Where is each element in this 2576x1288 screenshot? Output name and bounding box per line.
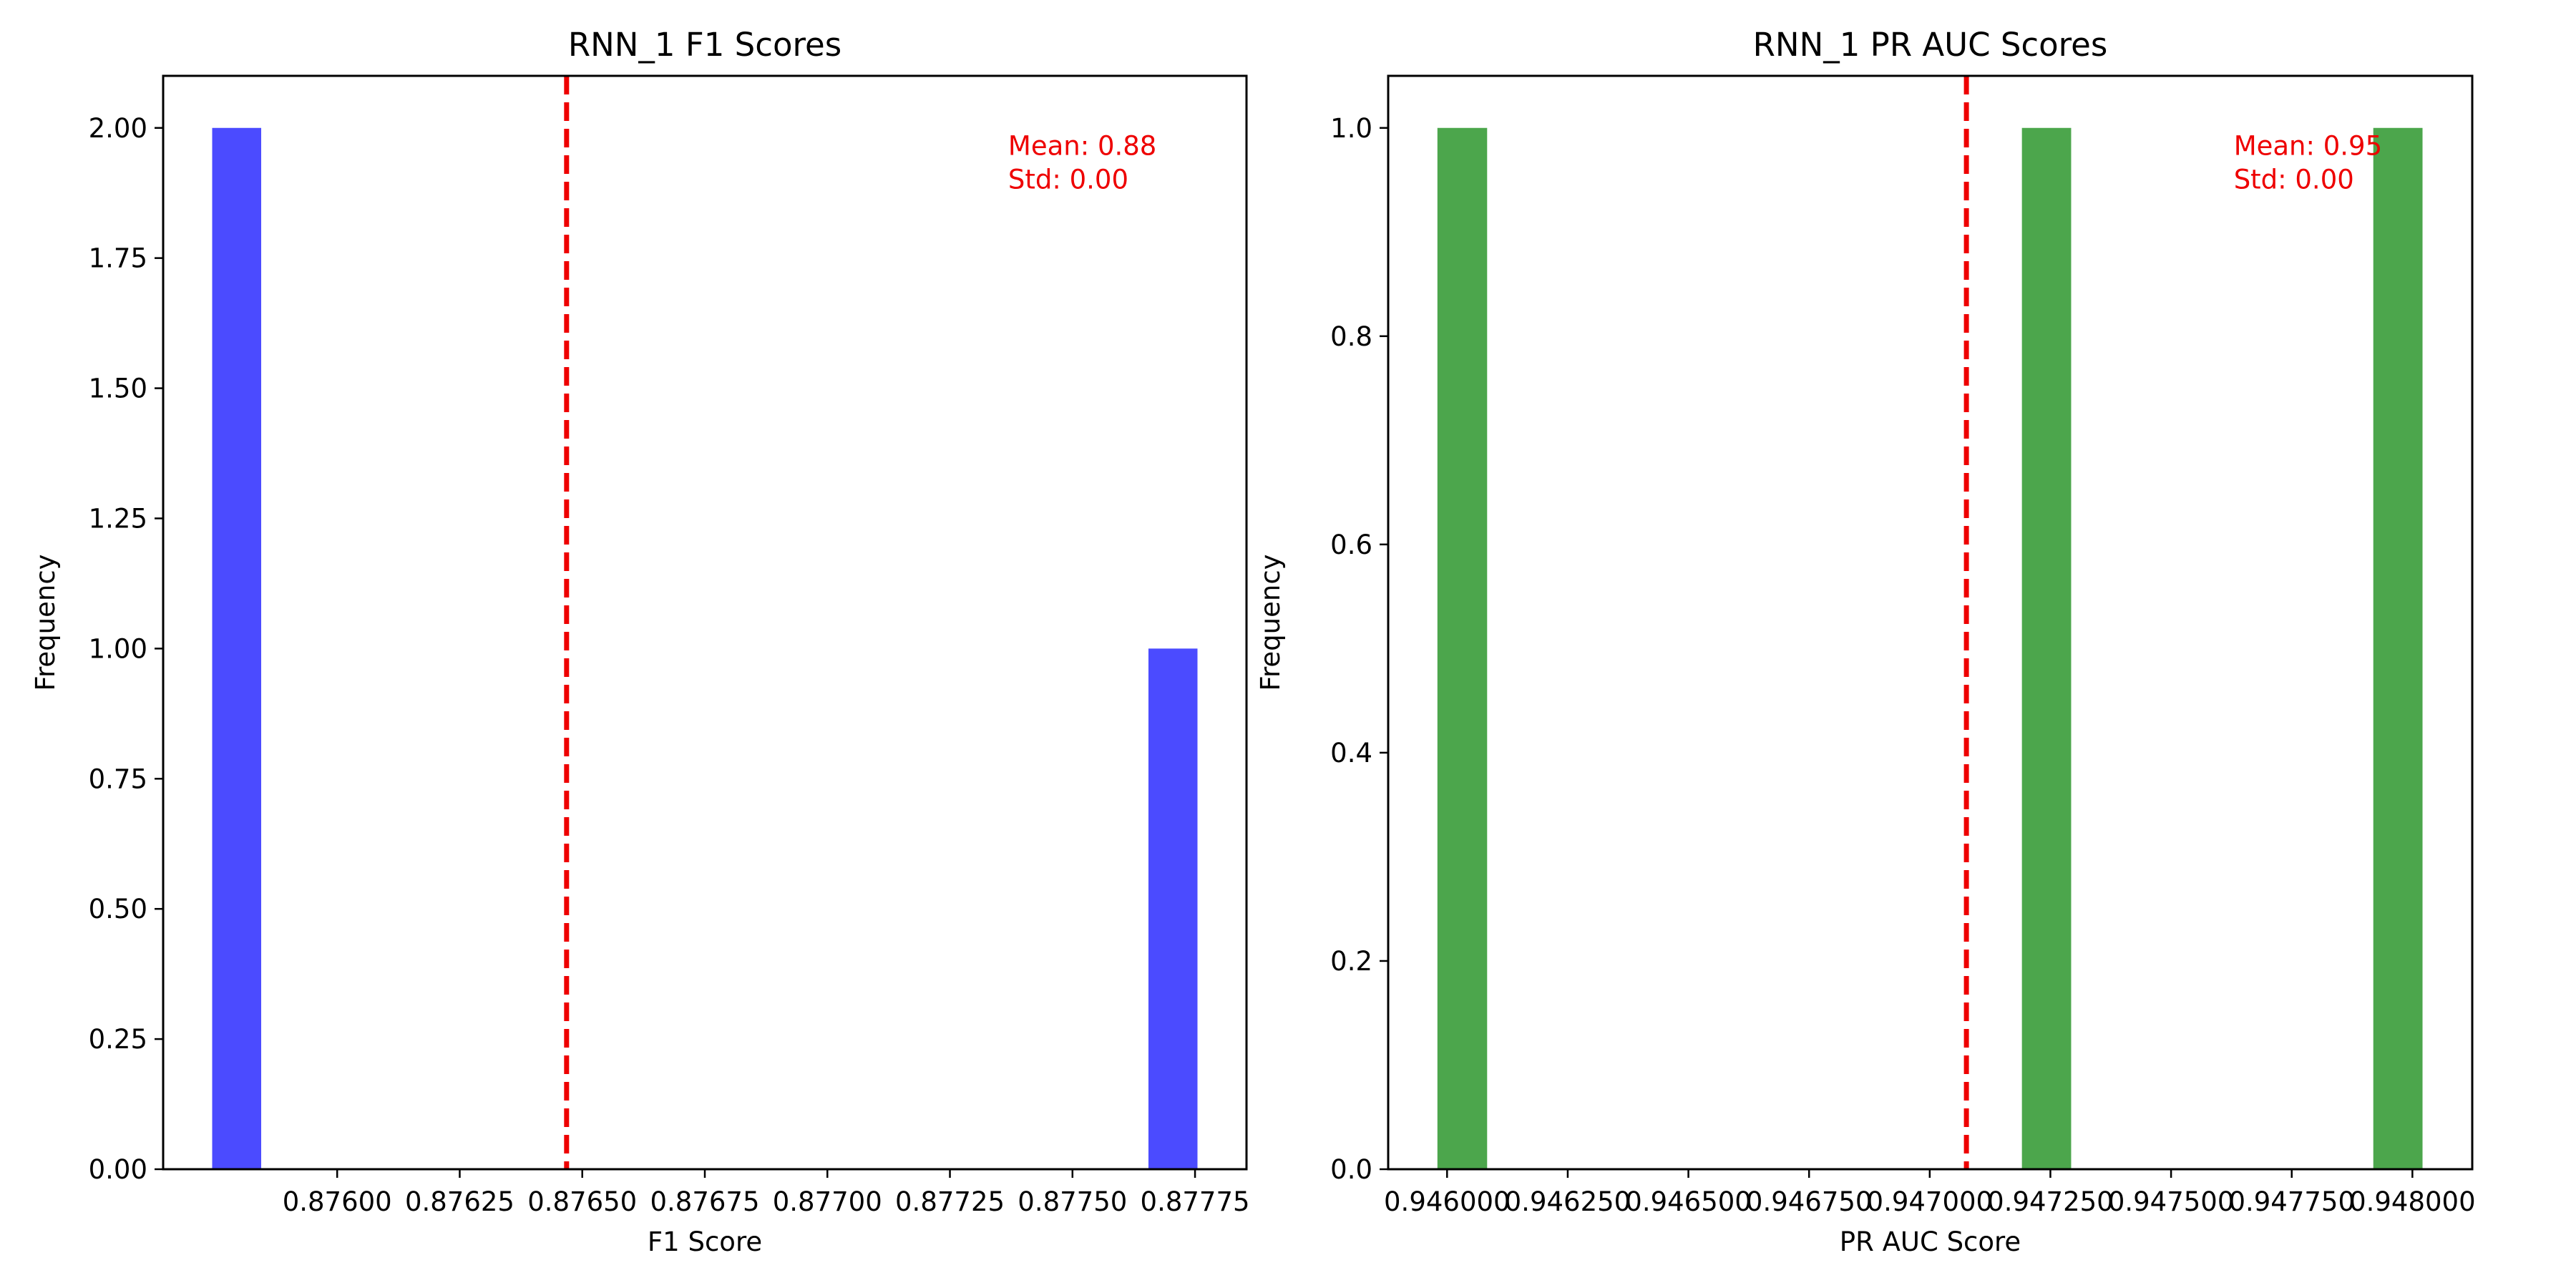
- y-tick-label: 0.00: [89, 1154, 147, 1185]
- x-tick-label: 0.946500: [1625, 1186, 1752, 1217]
- x-tick-label: 0.87725: [895, 1186, 1005, 1217]
- x-tick-label: 0.947750: [2228, 1186, 2355, 1217]
- y-tick-label: 1.50: [89, 374, 147, 404]
- pr-auc-histogram-panel: 0.0 0.2 0.4 0.6 0.8 1.0 0.9460000.9462500.9465…: [1255, 26, 2476, 1257]
- y-axis-label: Frequency: [1255, 554, 1286, 691]
- stats-annotation-line: Std: 0.00: [1008, 165, 1128, 195]
- stats-annotation-line: Mean: 0.95: [2234, 131, 2382, 162]
- x-tick-label: 0.948000: [2349, 1186, 2476, 1217]
- x-tick-label: 0.87775: [1141, 1186, 1250, 1217]
- x-axis-label: PR AUC Score: [1840, 1226, 2021, 1257]
- y-tick-label: 2.00: [89, 113, 147, 144]
- y-tick-label: 0.50: [89, 894, 147, 924]
- y-tick-label: 0.4: [1330, 738, 1372, 769]
- histogram-bar: [1437, 127, 1488, 1169]
- y-tick-label: 0.6: [1330, 530, 1372, 560]
- x-tick-label: 0.87650: [527, 1186, 637, 1217]
- y-tick-label: 0.2: [1330, 946, 1372, 977]
- y-tick-label: 1.25: [89, 503, 147, 534]
- x-tick-label: 0.87675: [650, 1186, 759, 1217]
- x-tick-label: 0.947000: [1867, 1186, 1994, 1217]
- y-tick-label: 1.0: [1330, 113, 1372, 144]
- x-tick-label: 0.946250: [1505, 1186, 1631, 1217]
- x-tick-label: 0.946000: [1384, 1186, 1511, 1217]
- y-tick-label: 0.0: [1330, 1154, 1372, 1185]
- chart-title: RNN_1 F1 Scores: [568, 26, 841, 64]
- y-tick-label: 0.75: [89, 763, 147, 794]
- y-tick-label: 1.00: [89, 633, 147, 664]
- stats-annotation-line: Mean: 0.88: [1008, 131, 1156, 162]
- histogram-bar: [212, 127, 262, 1169]
- y-tick-label: 0.8: [1330, 321, 1372, 352]
- stats-annotation-line: Std: 0.00: [2234, 165, 2354, 195]
- x-tick-label: 0.947500: [2108, 1186, 2235, 1217]
- histogram-bar: [1148, 648, 1198, 1169]
- x-tick-label: 0.87750: [1018, 1186, 1127, 1217]
- x-axis-label: F1 Score: [648, 1226, 762, 1257]
- y-axis-label: Frequency: [30, 554, 61, 691]
- x-tick-label: 0.87700: [773, 1186, 882, 1217]
- x-tick-label: 0.87625: [405, 1186, 514, 1217]
- histogram-bar: [2021, 127, 2072, 1169]
- chart-title: RNN_1 PR AUC Scores: [1753, 26, 2108, 64]
- x-tick-label: 0.87600: [283, 1186, 392, 1217]
- x-tick-label: 0.947250: [1987, 1186, 2114, 1217]
- f1-histogram-panel: 0.00 0.25 0.50 0.75 1.00 1.25 1.50 1.75 2.00 0.87…: [30, 26, 1250, 1257]
- histogram-bar: [2373, 127, 2423, 1169]
- y-tick-label: 0.25: [89, 1024, 147, 1055]
- y-tick-label: 1.75: [89, 243, 147, 274]
- x-tick-label: 0.946750: [1746, 1186, 1873, 1217]
